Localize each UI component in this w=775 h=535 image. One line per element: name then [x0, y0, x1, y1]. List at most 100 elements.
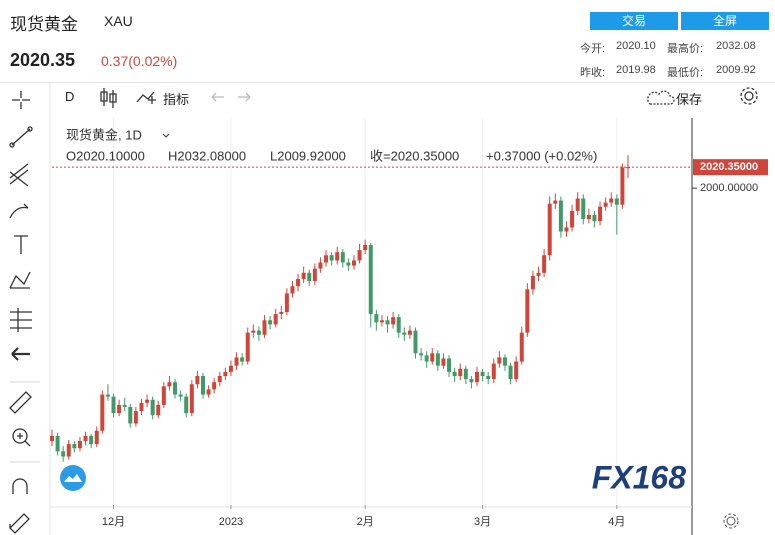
candle-body: [570, 210, 575, 228]
stat-value: 2032.08: [716, 40, 756, 52]
candle-body: [475, 371, 480, 383]
candle-body: [167, 382, 172, 387]
candle-body: [100, 394, 105, 431]
candle-body: [525, 289, 530, 333]
toolbar-icons: [9, 87, 758, 534]
candle-body: [307, 272, 312, 282]
candle-body: [145, 399, 150, 403]
candle-body: [458, 368, 463, 376]
candle-body: [128, 406, 133, 424]
logo-badge: [60, 465, 86, 491]
interval-button[interactable]: D: [65, 89, 75, 104]
candle-body: [324, 255, 329, 263]
candle-body: [83, 435, 88, 442]
candle-body: [553, 200, 558, 204]
candle-body: [542, 255, 547, 273]
candle-body: [486, 376, 491, 380]
stat-label: 最低价:: [667, 67, 704, 79]
instrument-name: 现货黄金: [10, 15, 78, 34]
candle-body: [335, 252, 340, 261]
candle-body: [284, 293, 289, 313]
candle-body: [357, 250, 362, 261]
candle-body: [402, 332, 407, 335]
last-price-tag: [693, 159, 768, 176]
stat-value: 2019.98: [616, 64, 656, 76]
candle-body: [368, 244, 373, 315]
candle-body: [268, 320, 273, 325]
legend-low: L2009.92000: [270, 148, 346, 163]
candle-body: [184, 396, 189, 414]
indicators-button[interactable]: 指标: [163, 92, 190, 107]
legend-open: O2020.10000: [66, 148, 145, 163]
candle-body: [117, 404, 122, 414]
candle-body: [424, 355, 429, 362]
last-price-label: 2020.35000: [700, 161, 758, 173]
candle-body: [396, 317, 401, 333]
candle-body: [72, 444, 77, 449]
candle-body: [139, 402, 144, 412]
x-tick-label: 2023: [219, 516, 243, 528]
candle-body: [217, 376, 222, 383]
stat-label: 最高价:: [667, 43, 704, 55]
candle-body: [441, 358, 446, 366]
candle-body: [581, 198, 586, 220]
stat-value: 2009.92: [716, 64, 756, 76]
candle-body: [346, 262, 351, 266]
candle-body: [262, 320, 267, 335]
candle-body: [301, 272, 306, 279]
candle-body: [379, 320, 384, 323]
candle-body: [586, 215, 591, 220]
candle-body: [536, 272, 541, 276]
candle-body: [296, 278, 301, 287]
candle-body: [318, 262, 323, 269]
candle-body: [240, 357, 245, 362]
candle-body: [340, 252, 345, 263]
candle-body: [234, 357, 239, 366]
title-dropdown[interactable]: [162, 133, 170, 138]
trade-button[interactable]: 交易: [590, 12, 678, 30]
candle-body: [178, 394, 183, 397]
candle-body: [195, 376, 200, 385]
candle-body: [363, 244, 368, 251]
x-tick-label: 12月: [102, 516, 125, 528]
candle-body: [469, 379, 474, 383]
candle-body: [55, 435, 60, 452]
candle-body: [497, 357, 502, 364]
candle-body: [430, 353, 435, 362]
candle-body: [419, 353, 424, 356]
candle-body: [77, 441, 82, 449]
x-tick-label: 4月: [608, 516, 625, 528]
stat-value: 2020.10: [616, 40, 656, 52]
candle-body: [519, 332, 524, 362]
candle-body: [480, 371, 485, 376]
fullscreen-button[interactable]: 全屏: [681, 12, 769, 30]
instrument-symbol: XAU: [104, 13, 133, 29]
candle-body: [491, 363, 496, 380]
legend-high: H2032.08000: [168, 148, 246, 163]
chart-title: 现货黄金, 1D: [66, 127, 142, 142]
candle-body: [200, 376, 205, 395]
candle-body: [329, 255, 334, 261]
candle-body: [111, 396, 116, 414]
candle-body: [391, 317, 396, 325]
candle-body: [609, 198, 614, 203]
candle-body: [592, 215, 597, 222]
candle-body: [530, 275, 535, 290]
candle-body: [564, 227, 569, 232]
settings-icon[interactable]: [723, 513, 739, 529]
candle-body: [290, 286, 295, 294]
candle-body: [189, 384, 194, 414]
candle-body: [61, 451, 66, 457]
stat-label: 今开:: [580, 43, 606, 55]
candle-body: [66, 444, 71, 457]
candle-body: [547, 203, 552, 256]
candle-body: [603, 202, 608, 207]
logo-icon: [64, 474, 82, 482]
candle-body: [206, 389, 211, 395]
save-button[interactable]: 保存: [676, 92, 703, 107]
candle-body: [273, 314, 278, 325]
candle-body: [133, 411, 138, 424]
candle-body: [620, 167, 625, 205]
candle-body: [50, 435, 54, 442]
candle-body: [161, 386, 166, 405]
